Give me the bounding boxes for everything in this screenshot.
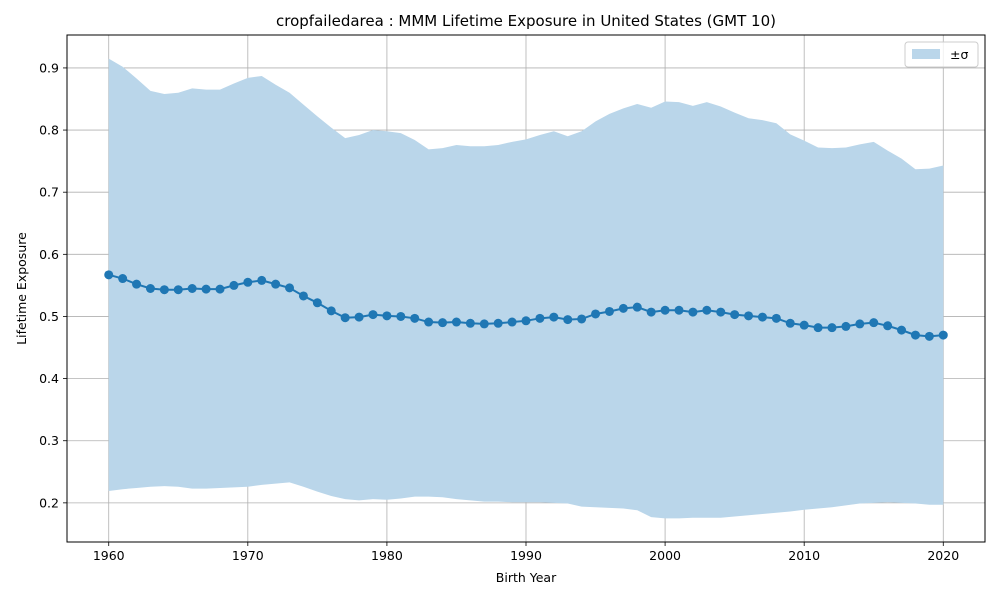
y-tick-label: 0.5 — [39, 309, 59, 324]
data-point — [451, 317, 461, 327]
data-point — [604, 306, 614, 316]
data-point — [910, 330, 920, 340]
data-point — [799, 320, 809, 330]
data-point — [424, 317, 434, 327]
data-point — [159, 285, 169, 295]
data-point — [479, 319, 489, 329]
std-dev-band — [108, 58, 944, 519]
data-point — [187, 284, 197, 293]
mean-exposure-points — [104, 270, 948, 341]
data-point — [368, 310, 378, 320]
data-point — [340, 313, 350, 323]
data-point — [771, 313, 781, 323]
data-point — [257, 275, 267, 285]
data-point — [104, 270, 114, 280]
data-point — [577, 314, 587, 324]
data-point — [716, 307, 726, 317]
data-point — [674, 305, 684, 315]
x-axis-title: Birth Year — [496, 570, 557, 585]
x-tick-label: 1990 — [510, 548, 542, 563]
y-tick-label: 0.3 — [39, 433, 59, 448]
data-point — [535, 313, 545, 323]
data-point — [326, 306, 336, 316]
data-point — [841, 321, 851, 331]
data-point — [438, 318, 448, 328]
data-point — [298, 291, 308, 301]
data-point — [883, 321, 893, 331]
data-point — [354, 312, 364, 322]
data-point — [173, 285, 183, 295]
data-point — [869, 318, 879, 328]
data-point — [897, 325, 907, 335]
data-point — [229, 280, 239, 290]
y-tick-label: 0.4 — [39, 371, 59, 386]
x-tick-label: 2010 — [788, 548, 820, 563]
y-tick-label: 0.6 — [39, 247, 59, 262]
data-point — [563, 315, 573, 325]
x-tick-label: 1980 — [371, 548, 403, 563]
y-axis-ticks: 0.2 0.3 0.4 0.5 0.6 0.7 0.8 0.9 — [39, 60, 67, 510]
legend: ±σ — [904, 41, 979, 68]
data-point — [632, 302, 642, 312]
data-point — [118, 274, 128, 284]
x-tick-label: 1970 — [232, 548, 264, 563]
data-point — [507, 317, 517, 327]
x-axis-ticks: 1960 1970 1980 1990 2000 2010 2020 — [93, 542, 959, 563]
x-tick-label: 2020 — [927, 548, 959, 563]
x-tick-label: 1960 — [93, 548, 125, 563]
data-point — [688, 307, 698, 317]
legend-label: ±σ — [950, 47, 968, 62]
data-point — [827, 323, 837, 333]
y-tick-label: 0.2 — [39, 495, 59, 510]
data-point — [730, 310, 740, 320]
legend-band-swatch — [912, 49, 940, 59]
data-point — [396, 311, 406, 321]
y-tick-label: 0.8 — [39, 123, 59, 138]
data-point — [145, 284, 155, 293]
x-tick-label: 2000 — [649, 548, 681, 563]
data-point — [744, 311, 754, 321]
data-point — [855, 319, 865, 329]
data-point — [785, 318, 795, 328]
data-point — [312, 298, 322, 308]
data-point — [702, 305, 712, 315]
data-point — [243, 277, 253, 287]
data-point — [591, 309, 601, 319]
data-point — [549, 312, 559, 322]
data-point — [382, 311, 392, 321]
data-point — [132, 279, 142, 289]
data-point — [924, 331, 934, 341]
data-point — [660, 305, 670, 315]
data-point — [938, 330, 948, 340]
legend-box — [904, 41, 979, 68]
data-point — [813, 323, 823, 333]
data-point — [646, 307, 656, 317]
y-axis-title: Lifetime Exposure — [14, 232, 29, 345]
data-point — [521, 316, 531, 326]
data-point — [757, 312, 767, 322]
data-point — [285, 283, 295, 293]
data-point — [271, 279, 281, 289]
chart-title: cropfailedarea : MMM Lifetime Exposure i… — [276, 12, 776, 30]
data-point — [201, 284, 211, 294]
plot-area — [66, 34, 986, 543]
data-point — [465, 318, 475, 328]
data-point — [215, 284, 225, 294]
data-point — [618, 303, 628, 313]
data-point — [493, 318, 503, 328]
y-tick-label: 0.7 — [39, 185, 59, 200]
data-point — [410, 313, 420, 323]
y-tick-label: 0.9 — [39, 60, 59, 75]
